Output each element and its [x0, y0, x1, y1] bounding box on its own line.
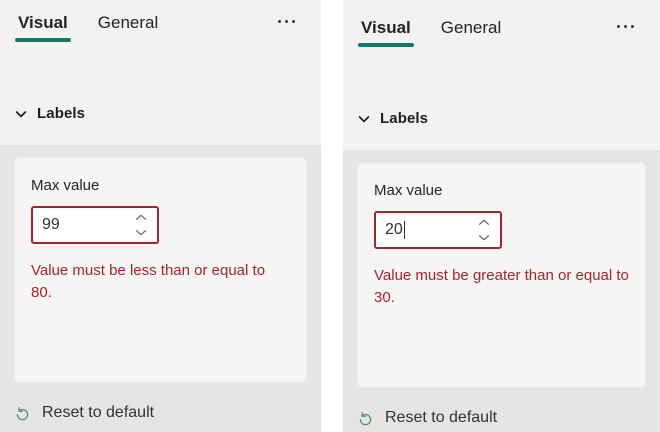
reset-to-default-button[interactable]: Reset to default [14, 402, 154, 424]
format-pane-right: Visual General Labels Max [343, 0, 660, 432]
text-caret [403, 221, 405, 239]
ellipsis-dot [617, 25, 620, 28]
reset-counterclockwise-icon [357, 411, 374, 428]
format-pane-left: Visual General Labels Max [0, 0, 321, 432]
ellipsis-icon[interactable] [613, 21, 638, 32]
ellipsis-dot [624, 25, 627, 28]
tab-strip: Visual General [0, 0, 321, 52]
section-body-labels: Max value 20 [343, 150, 660, 432]
reset-to-default-label: Reset to default [385, 409, 498, 426]
section-title: Labels [380, 109, 429, 127]
section-body-labels: Max value 99 [0, 145, 321, 432]
ellipsis-icon[interactable] [274, 16, 299, 27]
stepper-buttons [476, 213, 492, 247]
tab-general-label: General [440, 18, 502, 37]
stepper-buttons [133, 208, 149, 242]
tab-strip: Visual General [343, 5, 660, 57]
max-value-stepper[interactable]: 99 [31, 206, 159, 244]
tab-visual-label: Visual [18, 13, 68, 32]
ellipsis-dot [292, 20, 295, 23]
chevron-up-icon[interactable] [133, 214, 149, 222]
validation-error-message: Value must be less than or equal to 80. [31, 262, 266, 301]
max-value-input[interactable]: 20 [385, 221, 403, 238]
tab-visual[interactable]: Visual [14, 0, 72, 42]
reset-to-default-label: Reset to default [42, 404, 155, 421]
ellipsis-dot [285, 20, 288, 23]
chevron-down-icon [357, 112, 371, 126]
validation-error-message: Value must be greater than or equal to 3… [374, 267, 629, 306]
property-card: Max value 20 [357, 162, 646, 388]
section-title: Labels [37, 104, 86, 122]
ellipsis-dot [631, 25, 634, 28]
tab-visual-label: Visual [361, 18, 411, 37]
max-value-label: Max value [31, 177, 100, 194]
tab-visual[interactable]: Visual [357, 5, 415, 47]
reset-to-default-button[interactable]: Reset to default [357, 407, 497, 429]
max-value-stepper[interactable]: 20 [374, 211, 502, 249]
tab-general-label: General [97, 13, 159, 32]
chevron-down-icon[interactable] [133, 229, 149, 237]
section-header-labels[interactable]: Labels [0, 96, 321, 130]
section-header-labels[interactable]: Labels [343, 101, 660, 135]
chevron-up-icon[interactable] [476, 219, 492, 227]
max-value-label: Max value [374, 182, 443, 199]
tab-general[interactable]: General [94, 0, 162, 34]
reset-counterclockwise-icon [14, 406, 31, 423]
chevron-down-icon [14, 107, 28, 121]
max-value-input[interactable]: 99 [42, 216, 60, 233]
ellipsis-dot [278, 20, 281, 23]
tab-active-underline [358, 43, 414, 47]
tab-general[interactable]: General [437, 5, 505, 39]
property-card: Max value 99 [14, 157, 307, 383]
tab-active-underline [15, 38, 71, 42]
chevron-down-icon[interactable] [476, 234, 492, 242]
